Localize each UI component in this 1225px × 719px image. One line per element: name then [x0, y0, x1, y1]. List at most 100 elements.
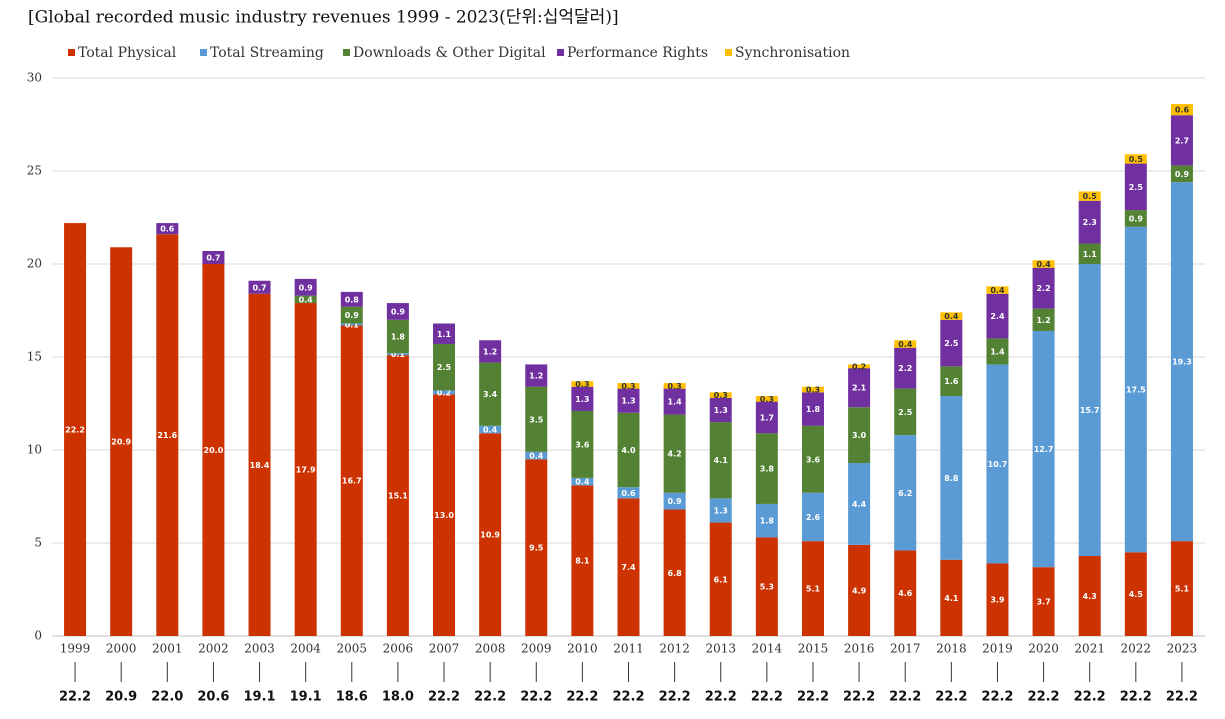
data-label: 0.2 — [852, 362, 866, 371]
legend-marker — [725, 49, 732, 56]
bar-segment — [525, 386, 548, 452]
data-label: 1.2 — [483, 347, 497, 356]
data-label: 1.4 — [990, 347, 1005, 356]
bar-segment — [202, 250, 225, 264]
data-label: 0.6 — [1175, 106, 1190, 115]
data-label: 4.2 — [668, 450, 682, 459]
bottom-row-label: 22.2 — [566, 690, 598, 705]
bar-segment — [386, 319, 409, 354]
x-tick-label: 2002 — [198, 642, 229, 656]
data-label: 1.8 — [806, 405, 821, 414]
bottom-row-label: 22.2 — [843, 690, 875, 705]
legend-label: Synchronisation — [735, 45, 850, 61]
data-label: 0.3 — [668, 382, 682, 391]
bar-segment — [1032, 267, 1055, 309]
data-label: 0.4 — [483, 426, 498, 435]
bar-segment — [1032, 330, 1055, 568]
bar-segment — [940, 366, 963, 397]
data-label: 13.0 — [434, 511, 454, 520]
data-label: 1.7 — [760, 413, 774, 422]
data-label: 0.9 — [345, 311, 360, 320]
x-tick-label: 2022 — [1121, 642, 1152, 656]
data-label: 8.1 — [575, 557, 590, 566]
legend-label: Total Streaming — [210, 45, 324, 61]
bar-segment — [986, 364, 1009, 564]
data-label: 1.6 — [944, 377, 959, 386]
data-label: 2.5 — [437, 363, 452, 372]
bar-segment — [709, 498, 732, 523]
data-label: 0.7 — [206, 253, 220, 262]
bar-segment — [571, 477, 594, 486]
bar-segment — [617, 498, 640, 636]
x-tick-label: 2016 — [844, 642, 875, 656]
data-label: 1.1 — [1083, 250, 1098, 259]
data-label: 17.5 — [1126, 386, 1146, 395]
bar-segment — [801, 492, 824, 542]
bar-segment — [1170, 182, 1193, 542]
data-label: 1.8 — [391, 333, 406, 342]
bar-segment — [1032, 308, 1055, 331]
x-tick-label: 2013 — [705, 642, 736, 656]
x-tick-label: 1999 — [60, 642, 91, 656]
data-label: 4.1 — [944, 594, 959, 603]
bar-segment — [1078, 264, 1101, 557]
legend-label: Downloads & Other Digital — [353, 45, 546, 61]
bar-segment — [1032, 567, 1055, 636]
data-label: 2.4 — [990, 312, 1005, 321]
data-label: 0.5 — [1129, 155, 1144, 164]
x-tick-label: 2003 — [244, 642, 275, 656]
data-label: 3.9 — [990, 596, 1005, 605]
bar-segment — [1078, 200, 1101, 244]
bar-segment — [848, 463, 871, 545]
bar-segment — [386, 355, 409, 636]
bar-segment — [801, 541, 824, 636]
bottom-row-label: 18.6 — [336, 690, 368, 705]
x-tick-label: 2017 — [890, 642, 921, 656]
bar-segment — [617, 412, 640, 488]
data-label: 6.1 — [714, 575, 729, 584]
x-tick-label: 2021 — [1074, 642, 1105, 656]
data-label: 8.8 — [944, 474, 959, 483]
bottom-row-label: 22.2 — [1120, 690, 1152, 705]
legend-marker — [68, 49, 75, 56]
y-tick-label: 10 — [27, 443, 42, 457]
x-tick-label: 2008 — [475, 642, 506, 656]
data-label: 1.3 — [621, 397, 635, 406]
bottom-row-label: 22.2 — [981, 690, 1013, 705]
data-label: 4.5 — [1129, 590, 1144, 599]
data-label: 0.9 — [1175, 170, 1190, 179]
data-label: 0.7 — [252, 283, 266, 292]
bar-segment — [1170, 165, 1193, 183]
data-label: 6.2 — [898, 489, 912, 498]
bar-segment — [525, 364, 548, 387]
data-label: 0.3 — [575, 380, 589, 389]
x-tick-label: 2011 — [613, 642, 644, 656]
bar-segment — [479, 425, 502, 434]
bar-segment — [294, 278, 317, 296]
bar-segment — [663, 492, 686, 510]
data-label: 17.9 — [296, 466, 316, 475]
data-label: 6.8 — [668, 569, 683, 578]
x-tick-label: 2009 — [521, 642, 552, 656]
x-tick-label: 2019 — [982, 642, 1013, 656]
data-label: 0.6 — [160, 225, 175, 234]
y-tick-label: 20 — [27, 257, 42, 271]
legend-marker — [557, 49, 564, 56]
data-label: 0.4 — [898, 340, 913, 349]
data-label: 5.1 — [806, 585, 821, 594]
data-label: 1.1 — [437, 330, 452, 339]
data-label: 2.2 — [898, 364, 912, 373]
bar-segment — [709, 422, 732, 499]
bar-segment — [1078, 243, 1101, 264]
bar-segment — [801, 392, 824, 426]
data-label: 2.5 — [944, 339, 959, 348]
data-label: 0.9 — [1129, 214, 1144, 223]
data-label: 5.1 — [1175, 585, 1190, 594]
bar-segment — [894, 388, 917, 436]
data-label: 1.2 — [529, 372, 543, 381]
bar-segment — [894, 435, 917, 551]
data-label: 10.7 — [988, 460, 1008, 469]
data-label: 20.9 — [111, 438, 131, 447]
data-label: 2.1 — [852, 384, 867, 393]
bar-segment — [479, 340, 502, 363]
